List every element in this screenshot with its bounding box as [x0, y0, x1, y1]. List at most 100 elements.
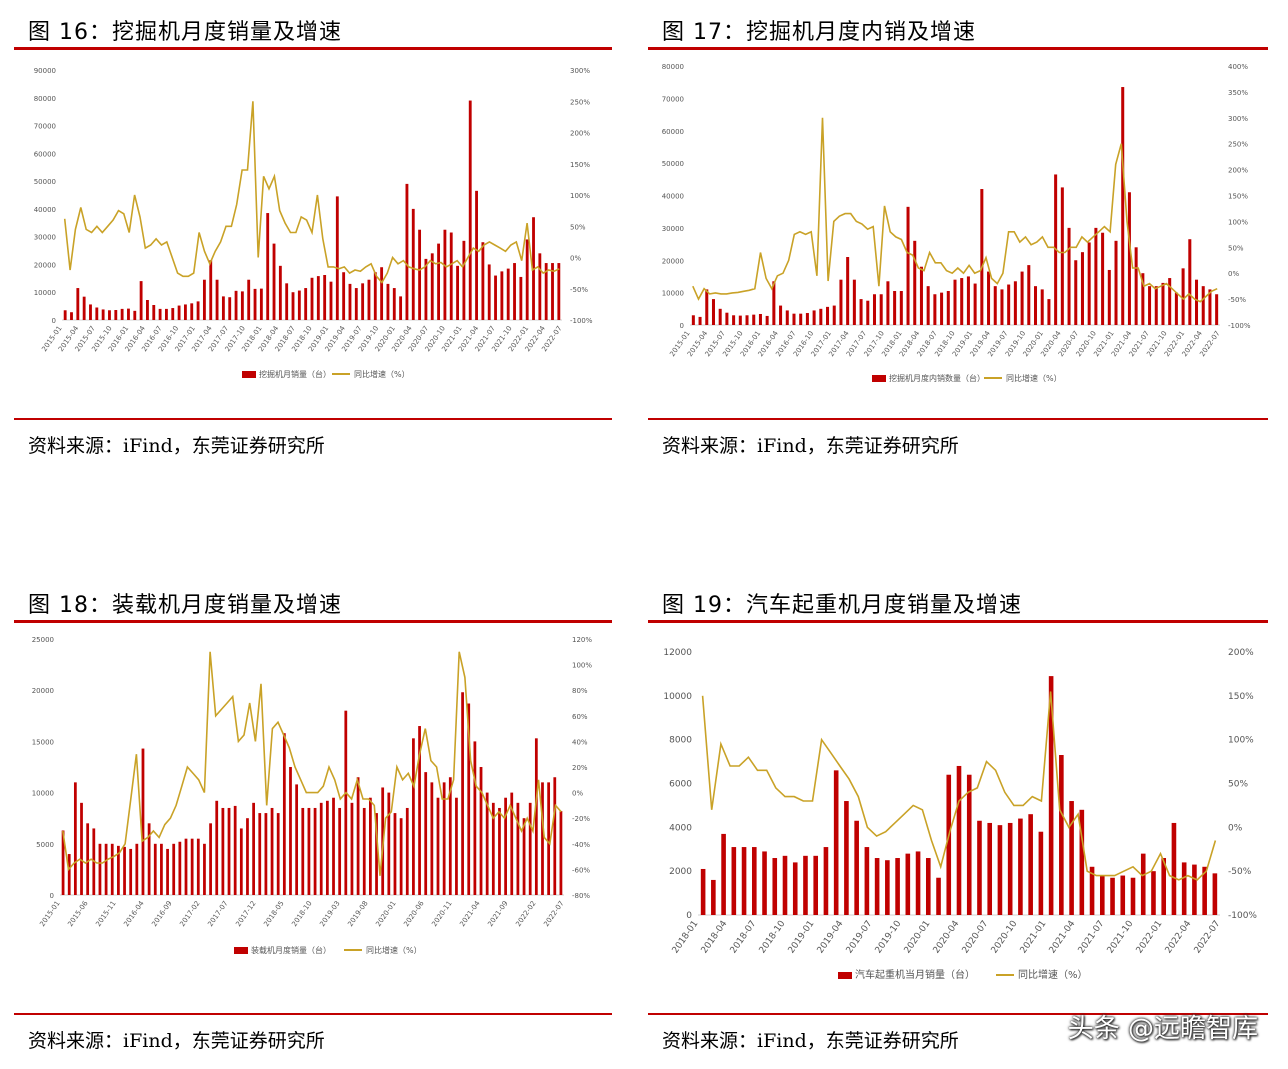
source-rule: [14, 1013, 612, 1015]
bar: [325, 800, 329, 895]
bar: [289, 767, 292, 895]
x-tick-label: 2015-01: [38, 900, 61, 929]
bar: [456, 265, 459, 320]
y2-tick-label: 40%: [572, 738, 588, 746]
bar: [854, 820, 859, 915]
bar: [547, 782, 551, 895]
bar: [895, 858, 900, 915]
bar: [1101, 232, 1105, 325]
x-tick-label: 2020-01: [903, 919, 933, 956]
bar: [177, 305, 181, 320]
bar: [354, 288, 358, 320]
bar: [516, 802, 520, 895]
bar: [819, 308, 823, 325]
bar: [1215, 294, 1219, 325]
y2-tick-label: 50%: [1228, 244, 1244, 252]
bar: [468, 100, 472, 320]
bar: [859, 299, 863, 325]
bar: [997, 825, 1003, 915]
y2-tick-label: 0%: [1228, 823, 1243, 833]
bar: [449, 232, 453, 320]
y2-tick-label: 350%: [1228, 89, 1248, 97]
y-tick-label: 0: [52, 317, 56, 325]
y-tick-label: 25000: [32, 636, 54, 644]
x-tick-label: 2022-04: [1164, 919, 1194, 956]
bar: [1048, 676, 1054, 915]
bar: [752, 314, 756, 325]
bar: [864, 847, 870, 915]
legend-line-label: 同比增速（%）: [366, 945, 422, 955]
bar: [741, 847, 747, 915]
bar: [987, 822, 993, 915]
figure-title: 图 18：装载机月度销量及增速: [28, 593, 342, 618]
bar: [966, 276, 970, 325]
bar: [1079, 809, 1085, 915]
bar: [332, 797, 335, 895]
bar: [304, 288, 308, 320]
bar: [356, 777, 360, 895]
bar: [467, 703, 471, 895]
bar: [494, 275, 497, 320]
bar: [758, 313, 762, 325]
y2-tick-label: -100%: [570, 317, 593, 325]
y2-tick-label: 20%: [572, 764, 588, 772]
bar: [1181, 268, 1185, 325]
bar: [323, 275, 327, 320]
title-rule: [14, 47, 612, 50]
bar: [344, 710, 348, 895]
bar: [1208, 289, 1212, 325]
bar: [538, 253, 542, 320]
source-note: 资料来源：iFind，东莞证券研究所: [28, 435, 325, 457]
growth-line: [62, 651, 562, 876]
bar: [329, 281, 333, 320]
bar: [86, 823, 90, 895]
bar: [399, 296, 403, 320]
y2-tick-label: 0%: [570, 255, 581, 263]
bar: [522, 818, 526, 895]
bar: [805, 313, 809, 325]
y2-tick-label: -50%: [1228, 867, 1252, 877]
bar: [1027, 265, 1031, 325]
bar: [375, 813, 378, 895]
bar: [73, 782, 77, 895]
bar: [399, 818, 403, 895]
bar: [525, 239, 529, 320]
bar: [70, 312, 73, 320]
bar: [481, 242, 485, 320]
y-tick-label: 80000: [34, 95, 56, 103]
bar: [392, 288, 396, 320]
bar: [1018, 818, 1023, 915]
y2-tick-label: 150%: [1228, 193, 1248, 201]
bar: [966, 774, 972, 915]
x-tick-label: 2020-01: [374, 900, 397, 929]
bar: [1140, 853, 1146, 915]
bar: [258, 813, 262, 895]
y-tick-label: 2000: [669, 867, 692, 877]
y-tick-label: 0: [686, 911, 692, 921]
bar: [362, 807, 366, 895]
y-tick-label: 40000: [662, 193, 684, 201]
bar: [725, 312, 729, 325]
x-tick-label: 2021-10: [1106, 919, 1136, 956]
x-tick-label: 2018-04: [700, 919, 730, 956]
bar: [152, 305, 156, 320]
bar: [500, 271, 504, 320]
legend-line-label: 同比增速（%）: [354, 369, 410, 379]
bar: [1151, 871, 1156, 915]
legend-bar-label: 汽车起重机当月销量（台）: [855, 968, 975, 981]
bar: [104, 843, 108, 895]
bar: [812, 310, 816, 325]
y-tick-label: 50000: [34, 178, 56, 186]
bar: [1127, 192, 1131, 325]
bar: [160, 843, 163, 895]
bar: [342, 272, 346, 320]
bar: [221, 296, 225, 320]
bar: [1130, 877, 1136, 915]
bar: [424, 258, 428, 320]
y2-tick-label: -50%: [570, 286, 588, 294]
bar: [266, 213, 270, 320]
y2-tick-label: -100%: [1228, 322, 1251, 330]
x-tick-label: 2021-09: [486, 900, 509, 929]
y-tick-label: 6000: [669, 780, 692, 790]
bar: [913, 240, 917, 325]
